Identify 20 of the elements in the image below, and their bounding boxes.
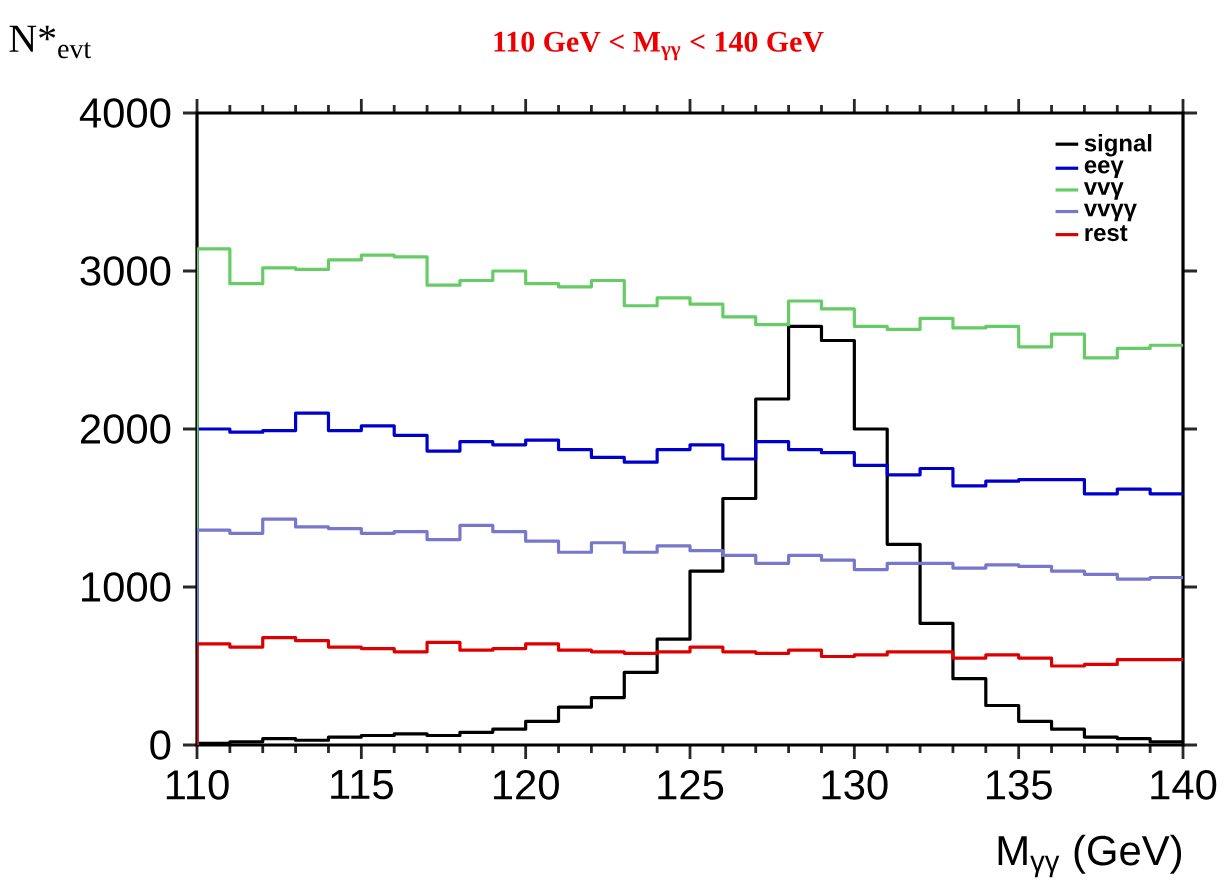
x-tick-label: 130 xyxy=(822,770,888,800)
x-tick-label: 110 xyxy=(166,770,229,800)
x-tick-label: 120 xyxy=(493,770,559,800)
y-tick-label: 4000 xyxy=(79,98,171,128)
x-tick-label: 135 xyxy=(986,770,1052,800)
y-tick-label: 0 xyxy=(150,730,171,760)
y-axis-title: N*$_{evt}$ xyxy=(9,25,92,59)
y-tick-label: 1000 xyxy=(82,572,171,602)
legend-label: eeγ xyxy=(1084,160,1124,179)
y-tick-label: 3000 xyxy=(80,256,171,286)
legend-label: vvγ xyxy=(1083,182,1124,200)
x-tick-label: 140 xyxy=(1151,770,1217,800)
chart-title: 110 GeV < M$_{γγ}$ < 140 GeV xyxy=(494,31,824,61)
y-tick-label: 2000 xyxy=(80,414,171,444)
x-tick-label: 115 xyxy=(331,770,393,800)
legend-label: vvγγ xyxy=(1083,203,1137,222)
legend-label: rest xyxy=(1085,225,1128,242)
x-tick-label: 125 xyxy=(658,770,724,800)
x-axis-title: M$_{γγ}$ (GeV) xyxy=(998,834,1182,878)
legend-label: signal xyxy=(1084,134,1152,157)
